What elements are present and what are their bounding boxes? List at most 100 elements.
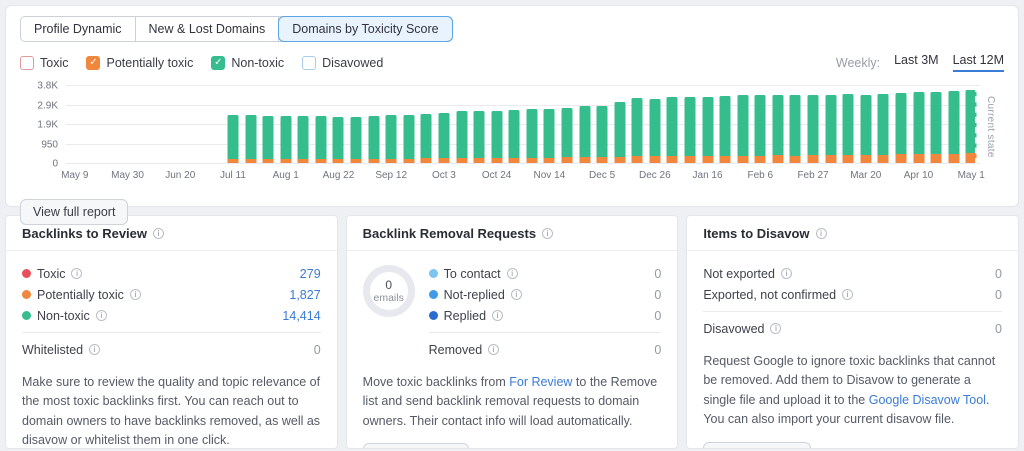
week-slot [769,86,787,164]
stacked-bar [420,85,432,163]
non-toxic-checkbox[interactable]: ✓ [211,55,226,70]
stat-value[interactable]: 279 [299,266,321,281]
potentially-toxic-segment [280,159,292,163]
potentially-toxic-checkbox[interactable]: ✓ [86,55,101,70]
potentially-toxic-segment [262,159,274,163]
info-icon[interactable]: i [780,268,792,279]
tab-new-lost-domains[interactable]: New & Lost Domains [136,17,280,41]
stacked-bar [579,85,591,163]
stacked-bar [456,85,467,163]
stacked-bar [772,85,784,163]
potentially-toxic-segment [702,155,714,163]
info-icon[interactable]: i [488,344,500,355]
x-tick-label: May 30 [111,170,144,181]
card-title: Backlink Removal Requests [362,226,537,241]
non-toxic-segment [930,91,942,154]
potentially-toxic-segment [719,155,731,163]
info-icon[interactable]: i [129,289,141,300]
week-slot [224,86,242,164]
stat-label: Whitelisted [22,342,84,357]
stacked-bar [297,85,309,163]
toxicity-chart: 0 950 1.9K 2.9K 3.8K Current state May 9 May … [20,81,1004,186]
x-tick-label: Dec 5 [589,170,616,181]
info-icon[interactable]: i [153,228,164,239]
potentially-toxic-segment [297,158,309,163]
stacked-bar [860,85,872,163]
info-icon[interactable]: i [842,289,854,300]
go-to-remove-button[interactable]: Go to Remove [362,443,470,448]
stat-value[interactable]: 1,827 [289,287,321,302]
non-toxic-segment [631,98,643,157]
disavowed-checkbox[interactable] [302,55,317,70]
x-tick-label: Aug 1 [272,170,299,181]
stacked-bar [543,85,555,163]
chart-controls: Toxic ✓ Potentially toxic ✓ Non-toxic Disavow… [20,53,1004,72]
view-full-report-button[interactable]: View full report [20,199,129,225]
inline-link[interactable]: Google Disavow Tool [868,392,986,407]
x-tick-label: Aug 22 [322,170,355,181]
week-slot [505,86,523,164]
stacked-bar [895,85,907,163]
stacked-bar [948,85,960,163]
stat-value: 0 [995,321,1002,336]
info-icon[interactable]: i [510,289,522,300]
legend-non-toxic[interactable]: ✓ Non-toxic [211,55,284,70]
legend-toxic[interactable]: Toxic [20,55,68,70]
potentially-toxic-segment [438,158,450,163]
stacked-bar [614,85,626,163]
info-icon[interactable]: i [506,268,518,279]
gridline [66,124,980,125]
week-slot [347,86,365,164]
period-last-3m[interactable]: Last 3M [894,53,939,67]
info-icon[interactable]: i [542,228,554,239]
info-icon[interactable]: i [815,228,827,239]
potentially-toxic-segment [965,153,977,163]
series-dot [22,269,31,278]
non-toxic-segment [614,102,626,157]
stacked-bar [245,85,257,163]
stat-label: Potentially toxic [37,287,124,302]
stacked-bar [649,85,661,163]
legend-disavowed[interactable]: Disavowed [302,55,383,70]
stat-value[interactable]: 14,414 [282,308,321,323]
week-slot [84,86,102,164]
info-icon[interactable]: i [492,310,504,321]
tab-profile-dynamic[interactable]: Profile Dynamic [21,17,136,41]
non-toxic-segment [754,95,766,156]
legend-potentially-toxic[interactable]: ✓ Potentially toxic [86,55,193,70]
y-tick-label: 1.9K [37,119,58,131]
non-toxic-segment [245,114,257,159]
non-toxic-segment [825,94,837,156]
non-toxic-segment [807,95,819,156]
non-toxic-segment [227,114,239,159]
series-dot [428,269,438,278]
potentially-toxic-segment [789,155,801,163]
tab-domains-by-toxicity-score[interactable]: Domains by Toxicity Score [279,17,452,41]
summary-cards: Backlinks to Review i Toxic i 279 Potential… [5,215,1019,449]
stacked-bar [877,85,889,163]
week-slot [839,86,857,164]
non-toxic-segment [473,111,485,159]
go-to-disavow-button[interactable]: Go to Disavow [703,441,811,448]
info-icon[interactable]: i [89,344,101,355]
stat-label: Replied [443,308,487,323]
potentially-toxic-segment [579,157,591,163]
x-tick-label: May 1 [957,170,985,181]
period-prefix-label: Weekly: [835,55,881,70]
period-last-12m[interactable]: Last 12M [952,53,1004,72]
info-icon[interactable]: i [71,268,83,279]
stacked-bar [561,85,573,163]
week-slot [734,86,752,164]
inline-link[interactable]: For Review [509,375,573,389]
week-slot [242,86,260,164]
week-slot [189,86,207,164]
week-slot [910,86,928,164]
toxic-checkbox[interactable] [20,55,34,70]
y-tick-label: 950 [41,139,58,150]
stacked-bar [491,85,503,163]
x-tick-label: Oct 3 [431,170,456,181]
info-icon[interactable]: i [95,310,107,321]
week-slot [593,86,611,164]
info-icon[interactable]: i [770,323,782,334]
stat-value: 0 [654,308,662,323]
